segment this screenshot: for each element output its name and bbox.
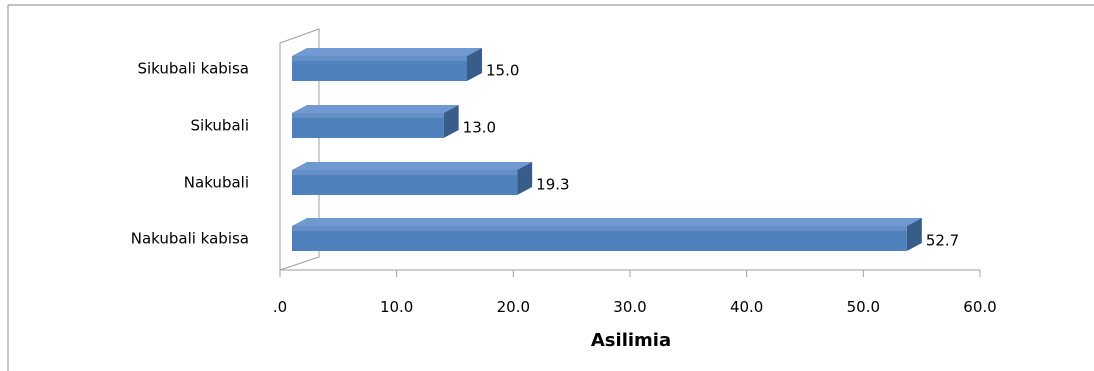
x-tick-label: 40.0	[730, 298, 763, 316]
bar-highlight	[292, 170, 518, 175]
data-label: 13.0	[463, 119, 496, 137]
category-labels: Nakubali kabisa Nakubali Sikubali Sikubali …	[131, 60, 249, 248]
bar	[292, 162, 533, 195]
bar-front-face	[292, 170, 518, 195]
bar-side-face	[467, 48, 482, 81]
bar-top-face	[292, 48, 482, 56]
category-label: Nakubali	[184, 174, 249, 192]
bar	[292, 48, 482, 81]
chart-side-wall	[279, 28, 320, 271]
data-labels: 52.7 19.3 13.0 15.0	[463, 62, 960, 250]
data-label: 52.7	[926, 232, 959, 250]
x-axis-title: Asilimia	[591, 330, 671, 351]
x-tick-label: 30.0	[613, 298, 646, 316]
bar-side-face	[443, 105, 459, 138]
x-axis: .0 10.0 20.0 30.0 40.0 50.0 60.0	[273, 269, 997, 316]
data-label: 19.3	[536, 176, 569, 194]
bar-top-face	[292, 218, 922, 226]
bar-side-face	[906, 218, 922, 251]
bar-highlight	[292, 113, 444, 118]
x-tick-label: 10.0	[380, 298, 413, 316]
category-label: Sikubali	[191, 117, 249, 135]
bar-front-face	[292, 56, 467, 81]
bar	[292, 218, 922, 251]
data-label: 15.0	[486, 62, 519, 80]
bar-top-face	[292, 162, 533, 170]
x-tick-label: 20.0	[497, 298, 530, 316]
category-label: Sikubali kabisa	[137, 60, 249, 78]
bar	[292, 105, 459, 138]
x-tick-label: 60.0	[963, 298, 996, 316]
bars	[292, 48, 922, 251]
bar-side-face	[517, 162, 533, 195]
bar-highlight	[292, 226, 907, 231]
x-tick-label: 50.0	[847, 298, 880, 316]
bar-front-face	[292, 113, 444, 138]
bar-top-face	[292, 105, 459, 113]
bar-highlight	[292, 56, 467, 61]
bar-front-face	[292, 226, 907, 251]
x-tick-label: .0	[273, 298, 287, 316]
category-label: Nakubali kabisa	[131, 230, 249, 248]
